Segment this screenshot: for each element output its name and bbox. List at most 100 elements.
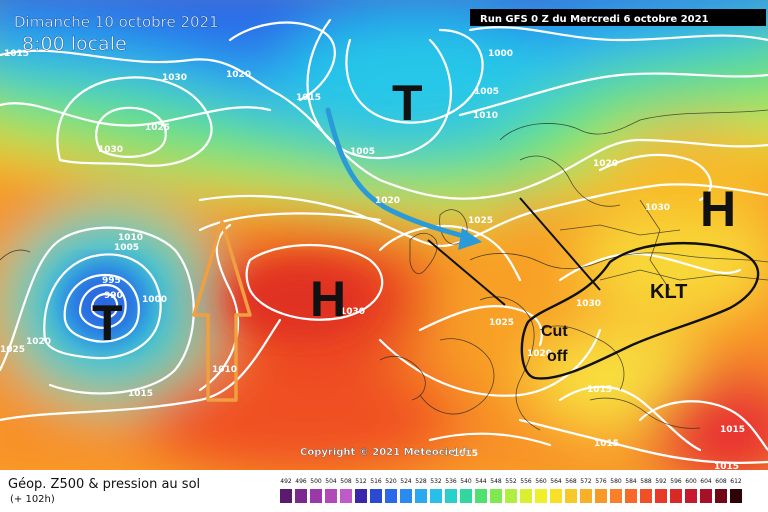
scale-swatch <box>655 489 667 503</box>
isobar-labels: 1015 1030 1020 1025 1030 1015 1000 1005 … <box>0 49 745 470</box>
scale-swatch <box>295 489 307 503</box>
scale-swatch <box>475 489 487 503</box>
scale-swatch <box>400 489 412 503</box>
low-west-atlantic-label: T <box>92 295 123 351</box>
scale-tick-label: 540 <box>460 478 472 485</box>
isobar-label: 1015 <box>4 49 29 59</box>
klt-outline <box>520 241 760 380</box>
isobar-label: 1010 <box>118 233 143 243</box>
scale-swatch <box>685 489 697 503</box>
legend-title: Géop. Z500 & pression au sol <box>8 477 201 492</box>
scale-tick-label: 608 <box>715 478 727 485</box>
scale-tick-label: 580 <box>610 478 622 485</box>
scale-tick-label: 544 <box>475 478 487 485</box>
scale-tick-label: 564 <box>550 478 562 485</box>
geopotential-field: 1015 1030 1020 1025 1030 1015 1000 1005 … <box>0 0 768 470</box>
scale-tick-label: 492 <box>280 478 292 485</box>
isobar-label: 1005 <box>350 147 375 157</box>
scale-swatch <box>460 489 472 503</box>
isobar-label: 1030 <box>340 307 365 317</box>
scale-swatch <box>625 489 637 503</box>
isobar-label: 990 <box>104 291 123 301</box>
run-info-box <box>470 9 766 26</box>
isobar-label: 1030 <box>162 73 187 83</box>
isobar-label: 1005 <box>474 87 499 97</box>
isobar-label: 1010 <box>473 111 498 121</box>
coastlines <box>0 109 768 431</box>
trough-axes <box>427 197 601 306</box>
scale-swatch <box>595 489 607 503</box>
blue-flow-arrow <box>325 107 482 250</box>
scale-swatch <box>565 489 577 503</box>
scale-swatch <box>715 489 727 503</box>
scale-swatch <box>505 489 517 503</box>
isobar-label: 995 <box>102 276 121 286</box>
isobar-label: 1005 <box>114 243 139 253</box>
scale-swatch <box>430 489 442 503</box>
isobar-label: 1025 <box>468 216 493 226</box>
scale-tick-label: 520 <box>385 478 397 485</box>
forecast-date: Dimanche 10 octobre 2021 <box>14 13 219 31</box>
scale-swatch <box>415 489 427 503</box>
scale-swatch <box>700 489 712 503</box>
isobar-label: 1000 <box>488 49 513 59</box>
isobar-label: 1025 <box>0 345 25 355</box>
scale-tick-label: 528 <box>415 478 427 485</box>
scale-swatch <box>535 489 547 503</box>
scale-swatch <box>580 489 592 503</box>
scale-tick-label: 612 <box>730 478 742 485</box>
scale-tick-label: 496 <box>295 478 307 485</box>
high-central-atlantic-label: H <box>310 271 346 327</box>
scale-tick-label: 596 <box>670 478 682 485</box>
scale-tick-label: 592 <box>655 478 667 485</box>
scale-tick-label: 532 <box>430 478 442 485</box>
scale-swatch <box>610 489 622 503</box>
isobar-label: 1020 <box>527 349 552 359</box>
scale-tick-label: 600 <box>685 478 697 485</box>
scale-swatch <box>640 489 652 503</box>
scale-tick-label: 552 <box>505 478 517 485</box>
scale-swatch <box>490 489 502 503</box>
scale-tick-label: 536 <box>445 478 457 485</box>
scale-tick-label: 572 <box>580 478 592 485</box>
scale-tick-label: 584 <box>625 478 637 485</box>
isobar-label: 1015 <box>714 462 739 470</box>
cutoff-label-1: Cut <box>541 323 568 340</box>
low-north-atlantic-label: T <box>392 75 423 131</box>
scale-tick-label: 500 <box>310 478 322 485</box>
scale-tick-label: 516 <box>370 478 382 485</box>
scale-swatch <box>325 489 337 503</box>
run-info: Run GFS 0 Z du Mercredi 6 octobre 2021 <box>480 14 709 25</box>
isobar-label: 1015 <box>296 93 321 103</box>
scale-swatch <box>520 489 532 503</box>
scale-tick-label: 512 <box>355 478 367 485</box>
scale-swatch <box>550 489 562 503</box>
scale-swatch <box>385 489 397 503</box>
klt-label: KLT <box>650 281 687 303</box>
isobar-label: 1015 <box>594 439 619 449</box>
isobar-label: 1020 <box>375 196 400 206</box>
scale-swatch <box>280 489 292 503</box>
scale-swatch <box>355 489 367 503</box>
isobars <box>0 18 768 464</box>
isobar-label: 1020 <box>226 70 251 80</box>
isobar-label: 1015 <box>720 425 745 435</box>
scale-tick-label: 556 <box>520 478 532 485</box>
isobar-label: 1030 <box>645 203 670 213</box>
scale-tick-label: 548 <box>490 478 502 485</box>
scale-swatch <box>340 489 352 503</box>
isobar-label: 1015 <box>128 389 153 399</box>
scale-tick-label: 588 <box>640 478 652 485</box>
scale-tick-label: 568 <box>565 478 577 485</box>
scale-swatch <box>730 489 742 503</box>
scale-swatch <box>310 489 322 503</box>
scale-swatch <box>445 489 457 503</box>
scale-tick-label: 560 <box>535 478 547 485</box>
isobar-label: 1015 <box>587 385 612 395</box>
isobar-label: 1030 <box>98 145 123 155</box>
isobar-label: 1015 <box>453 449 478 459</box>
isobar-label: 1020 <box>593 159 618 169</box>
orange-ridge-arrow <box>192 220 252 402</box>
scale-swatch <box>370 489 382 503</box>
